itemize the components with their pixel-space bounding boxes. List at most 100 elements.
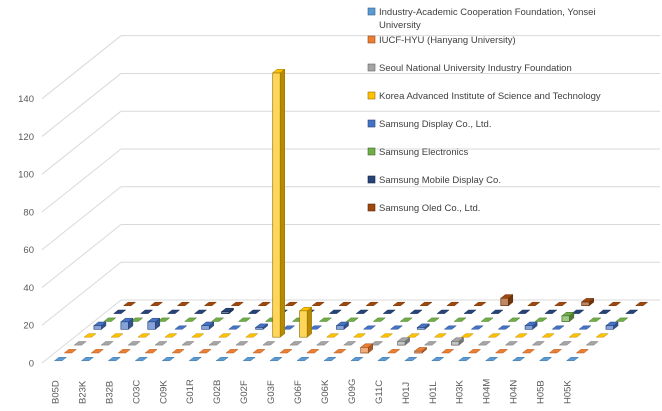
y-tick-label: 20 — [23, 321, 34, 332]
bar-front — [524, 325, 534, 330]
bar — [544, 309, 558, 314]
bar — [399, 317, 413, 322]
bar — [227, 325, 242, 330]
bar-front — [147, 321, 156, 330]
bar — [365, 301, 379, 306]
bar-top — [220, 307, 235, 312]
bar — [534, 317, 548, 322]
bar — [156, 317, 171, 322]
legend-label: Seoul National University Industry Found… — [379, 63, 572, 74]
bar — [90, 349, 104, 354]
x-tick-label: H03K — [455, 380, 466, 404]
bar — [247, 309, 262, 314]
bar — [436, 309, 450, 314]
bar — [359, 343, 374, 354]
bar — [333, 349, 347, 354]
legend-swatch — [367, 175, 376, 184]
bar — [548, 349, 563, 354]
bar — [235, 341, 249, 346]
bar-front — [255, 327, 264, 330]
bar — [147, 317, 161, 330]
bar — [450, 337, 465, 346]
bar — [281, 325, 296, 330]
bar — [93, 321, 107, 330]
x-tick-label: G09G — [347, 379, 358, 404]
bar — [289, 341, 303, 346]
bar — [254, 323, 269, 330]
y-axis: 0 20 40 60 80 100 120 140 — [18, 94, 34, 369]
bar — [225, 349, 239, 354]
bar-top — [335, 321, 350, 326]
bar — [624, 309, 639, 314]
bar-top — [200, 321, 215, 326]
legend-swatch — [367, 147, 376, 156]
bar — [423, 341, 438, 346]
legend-swatch — [367, 203, 376, 212]
bar — [467, 349, 482, 354]
bar — [531, 341, 546, 346]
bar — [595, 333, 609, 338]
x-tick-label: B32B — [104, 381, 115, 404]
x-tick-label: G02F — [239, 380, 250, 404]
x-tick-label: B05D — [50, 380, 61, 404]
bar-side — [279, 68, 285, 338]
bar — [183, 317, 198, 322]
bar — [350, 357, 364, 362]
x-tick-label: G03F — [266, 380, 277, 404]
bar — [406, 333, 421, 338]
x-tick-label: H01J — [401, 382, 412, 404]
bar — [257, 301, 272, 306]
bar — [473, 301, 487, 306]
bar — [298, 306, 313, 338]
bar — [490, 309, 504, 314]
x-axis: B05D B23K B32B C03C C09K G01R G02B G02F G03F G06F… — [50, 379, 573, 404]
y-tick-label: 120 — [18, 132, 34, 143]
side-gridline — [41, 148, 122, 213]
bar-top — [271, 69, 286, 74]
bar — [107, 357, 122, 362]
bar — [578, 325, 592, 330]
bar — [457, 357, 472, 362]
bar — [500, 294, 514, 307]
bar — [193, 309, 208, 314]
x-tick-label: B23K — [77, 380, 88, 404]
bar — [220, 307, 235, 315]
x-tick-label: H05K — [563, 380, 574, 404]
bar-front — [272, 72, 281, 338]
bar — [404, 357, 418, 362]
bar — [139, 309, 154, 314]
bar — [296, 357, 310, 362]
bar-top — [450, 337, 465, 342]
bar — [389, 325, 404, 330]
legend-swatch — [367, 35, 376, 44]
bar — [511, 357, 526, 362]
bar — [154, 341, 168, 346]
bar — [477, 341, 492, 346]
bar-top — [147, 317, 161, 323]
bar — [443, 325, 458, 330]
bar — [53, 357, 68, 362]
bar — [166, 309, 181, 314]
bar — [382, 309, 396, 314]
bar-top — [500, 294, 514, 299]
bar — [103, 317, 117, 322]
bar — [171, 349, 185, 354]
bar — [580, 297, 595, 307]
bar — [176, 301, 191, 306]
bar — [188, 357, 202, 362]
bar — [323, 357, 337, 362]
y-tick-label: 40 — [23, 283, 34, 294]
bar — [379, 333, 394, 338]
legend-label: Samsung Display Co., Ltd. — [379, 119, 491, 130]
bar — [453, 317, 467, 322]
x-tick-label: H04N — [509, 380, 520, 404]
bar — [507, 317, 521, 322]
bar — [73, 341, 87, 346]
x-tick-label: C09K — [158, 380, 169, 404]
bar — [571, 309, 585, 314]
bar — [433, 333, 448, 338]
bar — [521, 349, 536, 354]
bar — [134, 357, 149, 362]
legend-label: Industry-Academic Cooperation Foundation… — [379, 7, 596, 31]
